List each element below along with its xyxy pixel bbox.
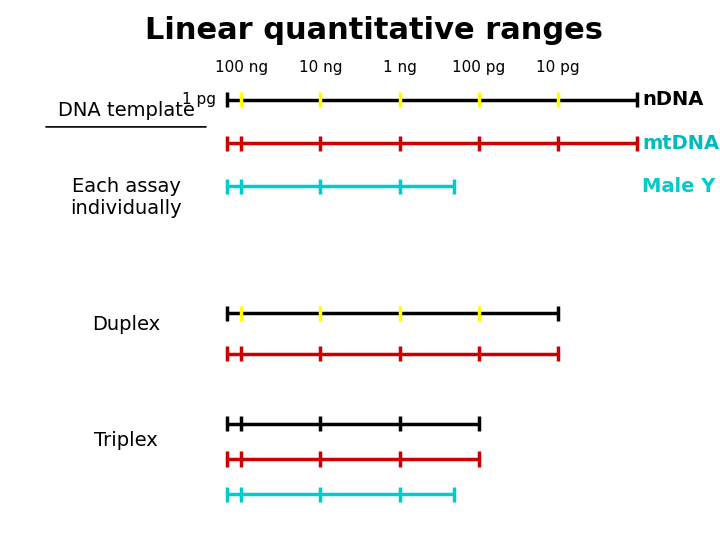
Text: Triplex: Triplex: [94, 430, 158, 450]
Text: 1 pg: 1 pg: [182, 92, 216, 107]
Text: 10 ng: 10 ng: [299, 60, 342, 75]
Text: DNA template: DNA template: [58, 101, 194, 120]
Text: 100 ng: 100 ng: [215, 60, 268, 75]
Text: Linear quantitative ranges: Linear quantitative ranges: [145, 16, 603, 45]
Text: 10 pg: 10 pg: [536, 60, 580, 75]
Text: 1 ng: 1 ng: [382, 60, 417, 75]
Text: 100 pg: 100 pg: [452, 60, 505, 75]
Text: mtDNA: mtDNA: [642, 133, 719, 153]
Text: Each assay
individually: Each assay individually: [70, 177, 182, 218]
Text: Male Y: Male Y: [642, 177, 716, 196]
Text: nDNA: nDNA: [642, 90, 703, 110]
Text: Duplex: Duplex: [92, 314, 160, 334]
